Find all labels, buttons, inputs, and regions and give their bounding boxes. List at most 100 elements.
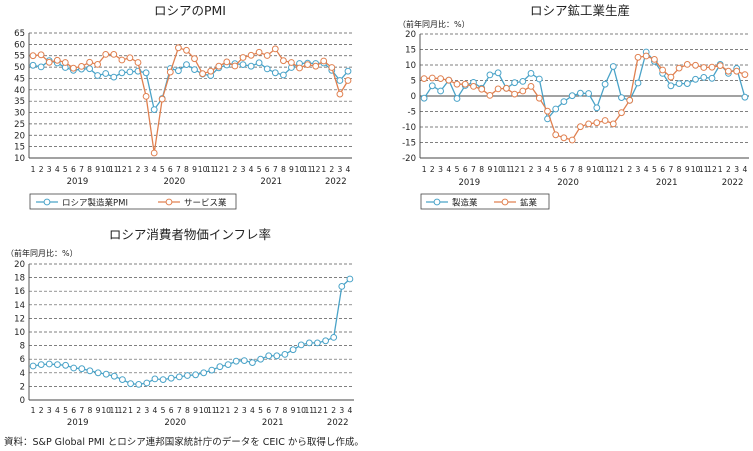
x-tick-label: 5 [258, 406, 263, 415]
series-line [32, 46, 349, 154]
x-tick-label: 1 [323, 406, 328, 415]
x-tick-label: 9 [192, 165, 197, 174]
data-point [494, 69, 502, 77]
data-point [527, 70, 535, 77]
x-tick-label: 2 [136, 165, 141, 174]
x-tick-label: 3 [337, 165, 342, 174]
data-point [288, 59, 295, 66]
data-point [494, 85, 502, 93]
x-tick-label: 4 [55, 406, 60, 415]
data-point [560, 98, 568, 105]
data-point [675, 64, 683, 72]
legend-label: 製造業 [452, 198, 478, 209]
y-tick-label: 14 [14, 301, 25, 311]
x-tick-label: 9 [685, 165, 690, 174]
data-point [207, 67, 215, 75]
data-point [336, 90, 344, 98]
data-point [183, 61, 190, 68]
data-point [519, 87, 527, 95]
x-tick-label: 1 [128, 406, 133, 415]
y-tick-label: 2 [20, 382, 25, 392]
x-tick-label: 8 [185, 406, 190, 415]
data-point [142, 69, 150, 77]
legend-box [420, 193, 550, 210]
x-year-label: 2021 [656, 178, 678, 188]
data-point [110, 51, 118, 58]
series-line [32, 278, 351, 386]
data-point [119, 376, 126, 384]
data-point [503, 84, 510, 92]
data-point [53, 56, 61, 64]
legend-swatch-marker [433, 198, 441, 206]
y-tick-label: 16 [14, 287, 25, 297]
x-tick-label: 10 [101, 406, 111, 415]
x-tick-label: 12 [707, 165, 717, 174]
data-point [29, 61, 37, 69]
x-year-label: 2020 [164, 177, 186, 187]
data-point [102, 370, 110, 378]
y-tick-label: 20 [14, 260, 25, 270]
x-tick-label: 7 [79, 165, 84, 174]
x-tick-label: 5 [63, 406, 68, 415]
data-point [265, 352, 273, 360]
data-point [322, 337, 330, 345]
data-point [150, 106, 158, 113]
data-point [692, 75, 699, 83]
y-tick-label: 15 [14, 143, 25, 153]
y-tick-label: 12 [14, 314, 25, 324]
x-tick-label: 7 [273, 165, 278, 174]
data-point [634, 53, 642, 61]
data-point [224, 361, 232, 369]
x-tick-label: 1 [422, 165, 427, 174]
data-point [626, 96, 634, 104]
x-tick-label: 2 [234, 406, 239, 415]
x-tick-label: 2 [329, 165, 334, 174]
x-tick-label: 7 [176, 165, 181, 174]
y-tick-label: 10 [14, 154, 25, 164]
data-point [601, 80, 609, 88]
data-point [708, 74, 716, 82]
x-tick-label: 7 [471, 165, 476, 174]
data-point [568, 92, 576, 100]
data-point [544, 107, 551, 115]
data-point [280, 71, 287, 79]
data-point [126, 68, 134, 76]
data-point [78, 63, 85, 70]
x-tick-label: 1 [224, 165, 229, 174]
x-tick-label: 4 [545, 165, 550, 174]
data-point [45, 58, 53, 66]
x-tick-label: 2 [430, 165, 435, 174]
data-point [199, 70, 207, 78]
data-point [54, 361, 61, 369]
data-point [552, 105, 560, 113]
data-point [102, 70, 110, 77]
x-tick-label: 12 [311, 165, 321, 174]
x-tick-label: 5 [652, 165, 657, 174]
data-point [667, 82, 675, 90]
x-tick-label: 3 [636, 165, 641, 174]
legend-label: ロシア製造業PMI [62, 198, 128, 209]
x-tick-label: 3 [144, 165, 149, 174]
x-year-label: 2020 [164, 418, 186, 428]
x-tick-label: 5 [160, 165, 165, 174]
data-point [601, 117, 609, 124]
data-point [263, 65, 271, 73]
data-point [733, 67, 741, 75]
x-tick-label: 11 [206, 165, 216, 174]
y-unit-label: （前年同月比：%） [398, 19, 470, 29]
data-point [142, 93, 150, 100]
data-point [725, 67, 732, 75]
x-tick-label: 10 [101, 165, 111, 174]
data-point [618, 94, 625, 101]
x-tick-label: 12 [215, 406, 225, 415]
x-tick-label: 8 [479, 165, 484, 174]
x-tick-label: 11 [600, 165, 610, 174]
x-tick-label: 8 [283, 406, 288, 415]
y-tick-label: 0 [411, 92, 416, 102]
x-tick-label: 6 [660, 165, 665, 174]
data-point [305, 339, 313, 347]
y-tick-label: 15 [405, 46, 416, 56]
data-point [158, 95, 166, 103]
chart-title: ロシアのPMI [154, 3, 226, 18]
